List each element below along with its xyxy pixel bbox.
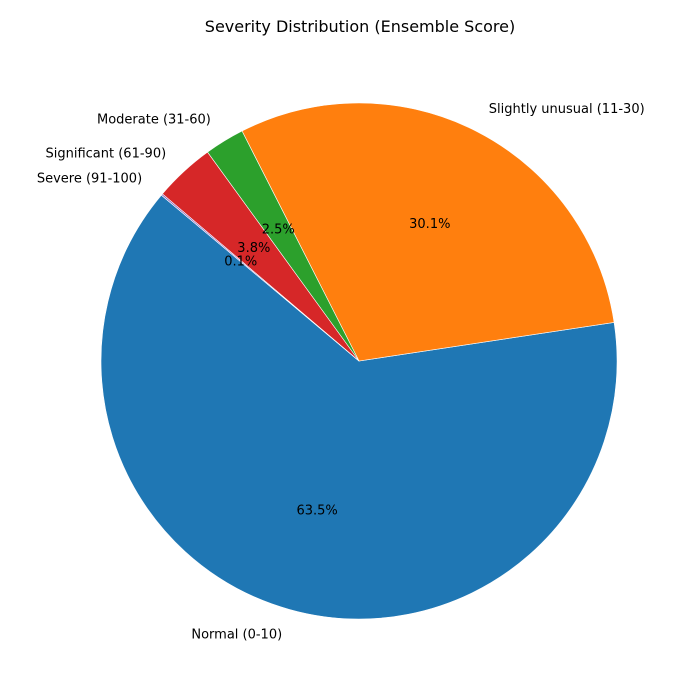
slice-label-moderate-31-60: Moderate (31-60) [97, 112, 211, 127]
pct-label-moderate-31-60: 2.5% [262, 222, 295, 237]
pie-slice-normal-0-10 [100, 194, 618, 620]
slice-label-significant-61-90: Significant (61-90) [46, 146, 167, 161]
pie-slices [100, 102, 618, 620]
pct-label-significant-61-90: 3.8% [237, 241, 270, 256]
chart-title: Severity Distribution (Ensemble Score) [205, 17, 515, 36]
percentage-labels: 63.5% 30.1% 2.5% 3.8%0.1% [224, 217, 450, 519]
slice-labels: Normal (0-10) Slightly unusual (11-30) Mod… [37, 102, 645, 643]
pie-slice-slightly-unusual-11-30 [241, 102, 615, 362]
pct-label-slightly-unusual-11-30: 30.1% [409, 217, 450, 232]
pct-label-severe-91-100: 0.1% [224, 255, 257, 270]
slice-label-severe-91-100: Severe (91-100) [37, 171, 142, 186]
pie-slice-severe-91-100 [160, 193, 360, 362]
slice-label-slightly-unusual-11-30: Slightly unusual (11-30) [489, 102, 645, 117]
pct-label-normal-0-10: 63.5% [296, 504, 337, 519]
slice-label-normal-0-10: Normal (0-10) [191, 628, 282, 643]
